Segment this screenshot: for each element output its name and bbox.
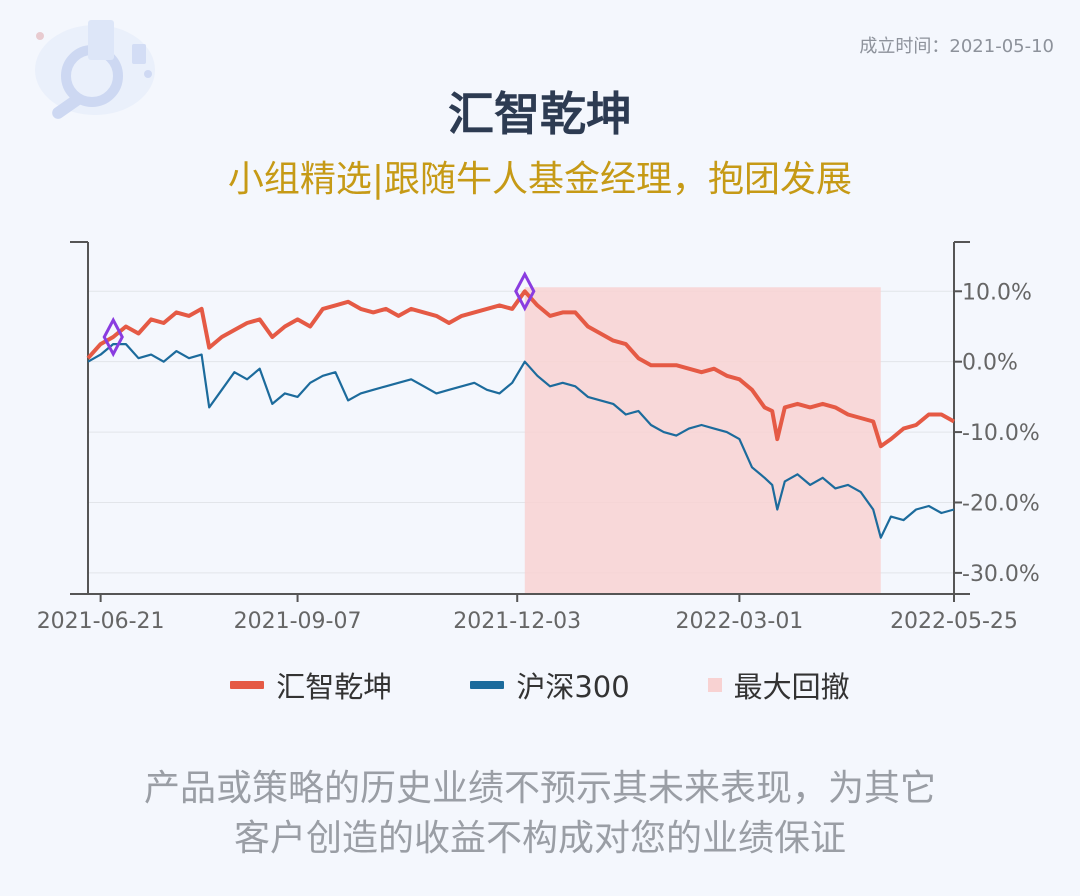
legend-item-index: 沪深300 <box>470 664 630 706</box>
search-illustration-icon <box>35 20 155 119</box>
legend-item-fund: 汇智乾坤 <box>230 664 392 706</box>
y-tick-label-0: 10.0% <box>962 280 1032 305</box>
performance-chart: 10.0% 0.0% -10.0% -20.0% -30.0% 2021-06-21 202… <box>37 241 1040 634</box>
legend-swatch-index <box>470 681 505 689</box>
legend-label-fund: 汇智乾坤 <box>276 670 393 704</box>
y-tick-label-1: 0.0% <box>962 351 1018 376</box>
x-tick-label-0: 2021-06-21 <box>37 609 165 634</box>
x-tick-label-1: 2021-09-07 <box>234 609 362 634</box>
marker-diamond-0 <box>102 316 124 358</box>
page-title: 汇智乾坤 <box>448 87 632 141</box>
disclaimer: 产品或策略的历史业绩不预示其未来表现，为其它 客户创造的收益不构成对您的业绩保证 <box>0 764 1080 864</box>
y-tick-label-2: -10.0% <box>962 421 1040 446</box>
x-tick-label-4: 2022-05-25 <box>890 609 1018 634</box>
disclaimer-line-2: 客户创造的收益不构成对您的业绩保证 <box>233 818 846 859</box>
legend-swatch-drawdown <box>707 678 722 692</box>
max-drawdown-area <box>524 287 881 594</box>
x-tick-label-3: 2022-03-01 <box>675 609 803 634</box>
legend-item-drawdown: 最大回撤 <box>707 664 850 706</box>
marker-diamond-1 <box>514 271 536 312</box>
x-tick-label-2: 2021-12-03 <box>453 609 581 634</box>
legend-label-index: 沪深300 <box>516 670 630 704</box>
page-subtitle: 小组精选|跟随牛人基金经理，抱团发展 <box>227 159 853 200</box>
y-tick-label-4: -30.0% <box>962 562 1040 587</box>
series-line-index <box>87 343 955 539</box>
legend-swatch-fund <box>230 681 265 689</box>
established-date: 成立时间：2021-05-10 <box>859 36 1054 57</box>
disclaimer-line-1: 产品或策略的历史业绩不预示其未来表现，为其它 <box>143 768 936 809</box>
chart-legend: 汇智乾坤 沪深300 最大回撤 <box>0 664 1080 706</box>
legend-label-drawdown: 最大回撤 <box>733 670 850 704</box>
y-tick-label-3: -20.0% <box>962 491 1040 516</box>
